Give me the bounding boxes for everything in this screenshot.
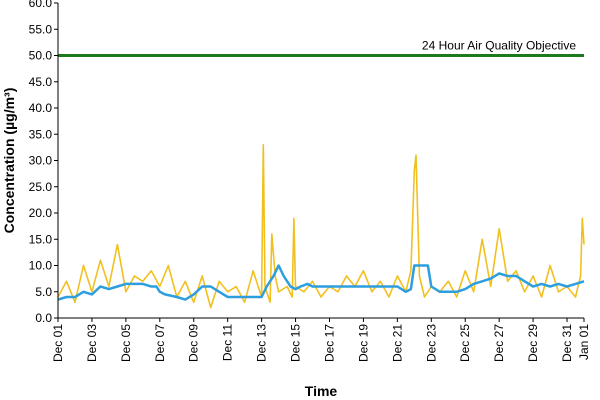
y-tick-label: 45.0	[29, 75, 53, 89]
x-tick-label: Jan 01	[577, 324, 591, 360]
y-tick-label: 10.0	[29, 259, 53, 273]
y-tick-label: 35.0	[29, 127, 53, 141]
x-tick-label: Dec 05	[119, 324, 133, 362]
x-tick-label: Dec 13	[255, 324, 269, 362]
x-tick-label: Dec 27	[492, 324, 506, 362]
x-tick-label: Dec 25	[458, 324, 472, 362]
y-tick-label: 25.0	[29, 180, 53, 194]
hourly-concentration-line	[57, 144, 585, 309]
y-tick-label: 0.0	[35, 311, 52, 325]
y-tick-label: 50.0	[29, 49, 53, 63]
x-tick-label: Dec 07	[153, 324, 167, 362]
y-tick-label: 60.0	[29, 0, 53, 10]
y-tick-label: 30.0	[29, 154, 53, 168]
x-tick-label: Dec 21	[390, 324, 404, 362]
y-tick-label: 15.0	[29, 232, 53, 246]
objective-label: 24 Hour Air Quality Objective	[422, 39, 576, 53]
y-tick-label: 55.0	[29, 22, 53, 36]
x-tick-label: Dec 09	[187, 324, 201, 362]
x-tick-label: Dec 17	[322, 324, 336, 362]
y-axis-title: Concentration (µg/m³)	[1, 88, 17, 234]
x-tick-label: Dec 19	[356, 324, 370, 362]
x-tick-label: Dec 23	[424, 324, 438, 362]
x-tick-label: Dec 29	[526, 324, 540, 362]
x-axis-title: Time	[305, 383, 338, 399]
x-axis-ticks: Dec 01 Dec 03 Dec 05 Dec 07 Dec 09 Dec 11 Dec …	[51, 318, 591, 362]
x-tick-label: Dec 03	[85, 324, 99, 362]
plot-area	[57, 54, 585, 309]
y-axis-ticks: 0.0 5.0 10.0 15.0 20.0 25.0 30.0 35.0 40.0 45.0 50…	[29, 0, 58, 325]
x-tick-label: Dec 01	[51, 324, 65, 362]
y-tick-label: 20.0	[29, 206, 53, 220]
rolling-mean-line	[57, 264, 585, 301]
x-tick-label: Dec 31	[560, 324, 574, 362]
x-tick-label: Dec 11	[221, 324, 235, 361]
y-tick-label: 40.0	[29, 101, 53, 115]
x-tick-label: Dec 15	[289, 324, 303, 362]
y-tick-label: 5.0	[35, 285, 52, 299]
